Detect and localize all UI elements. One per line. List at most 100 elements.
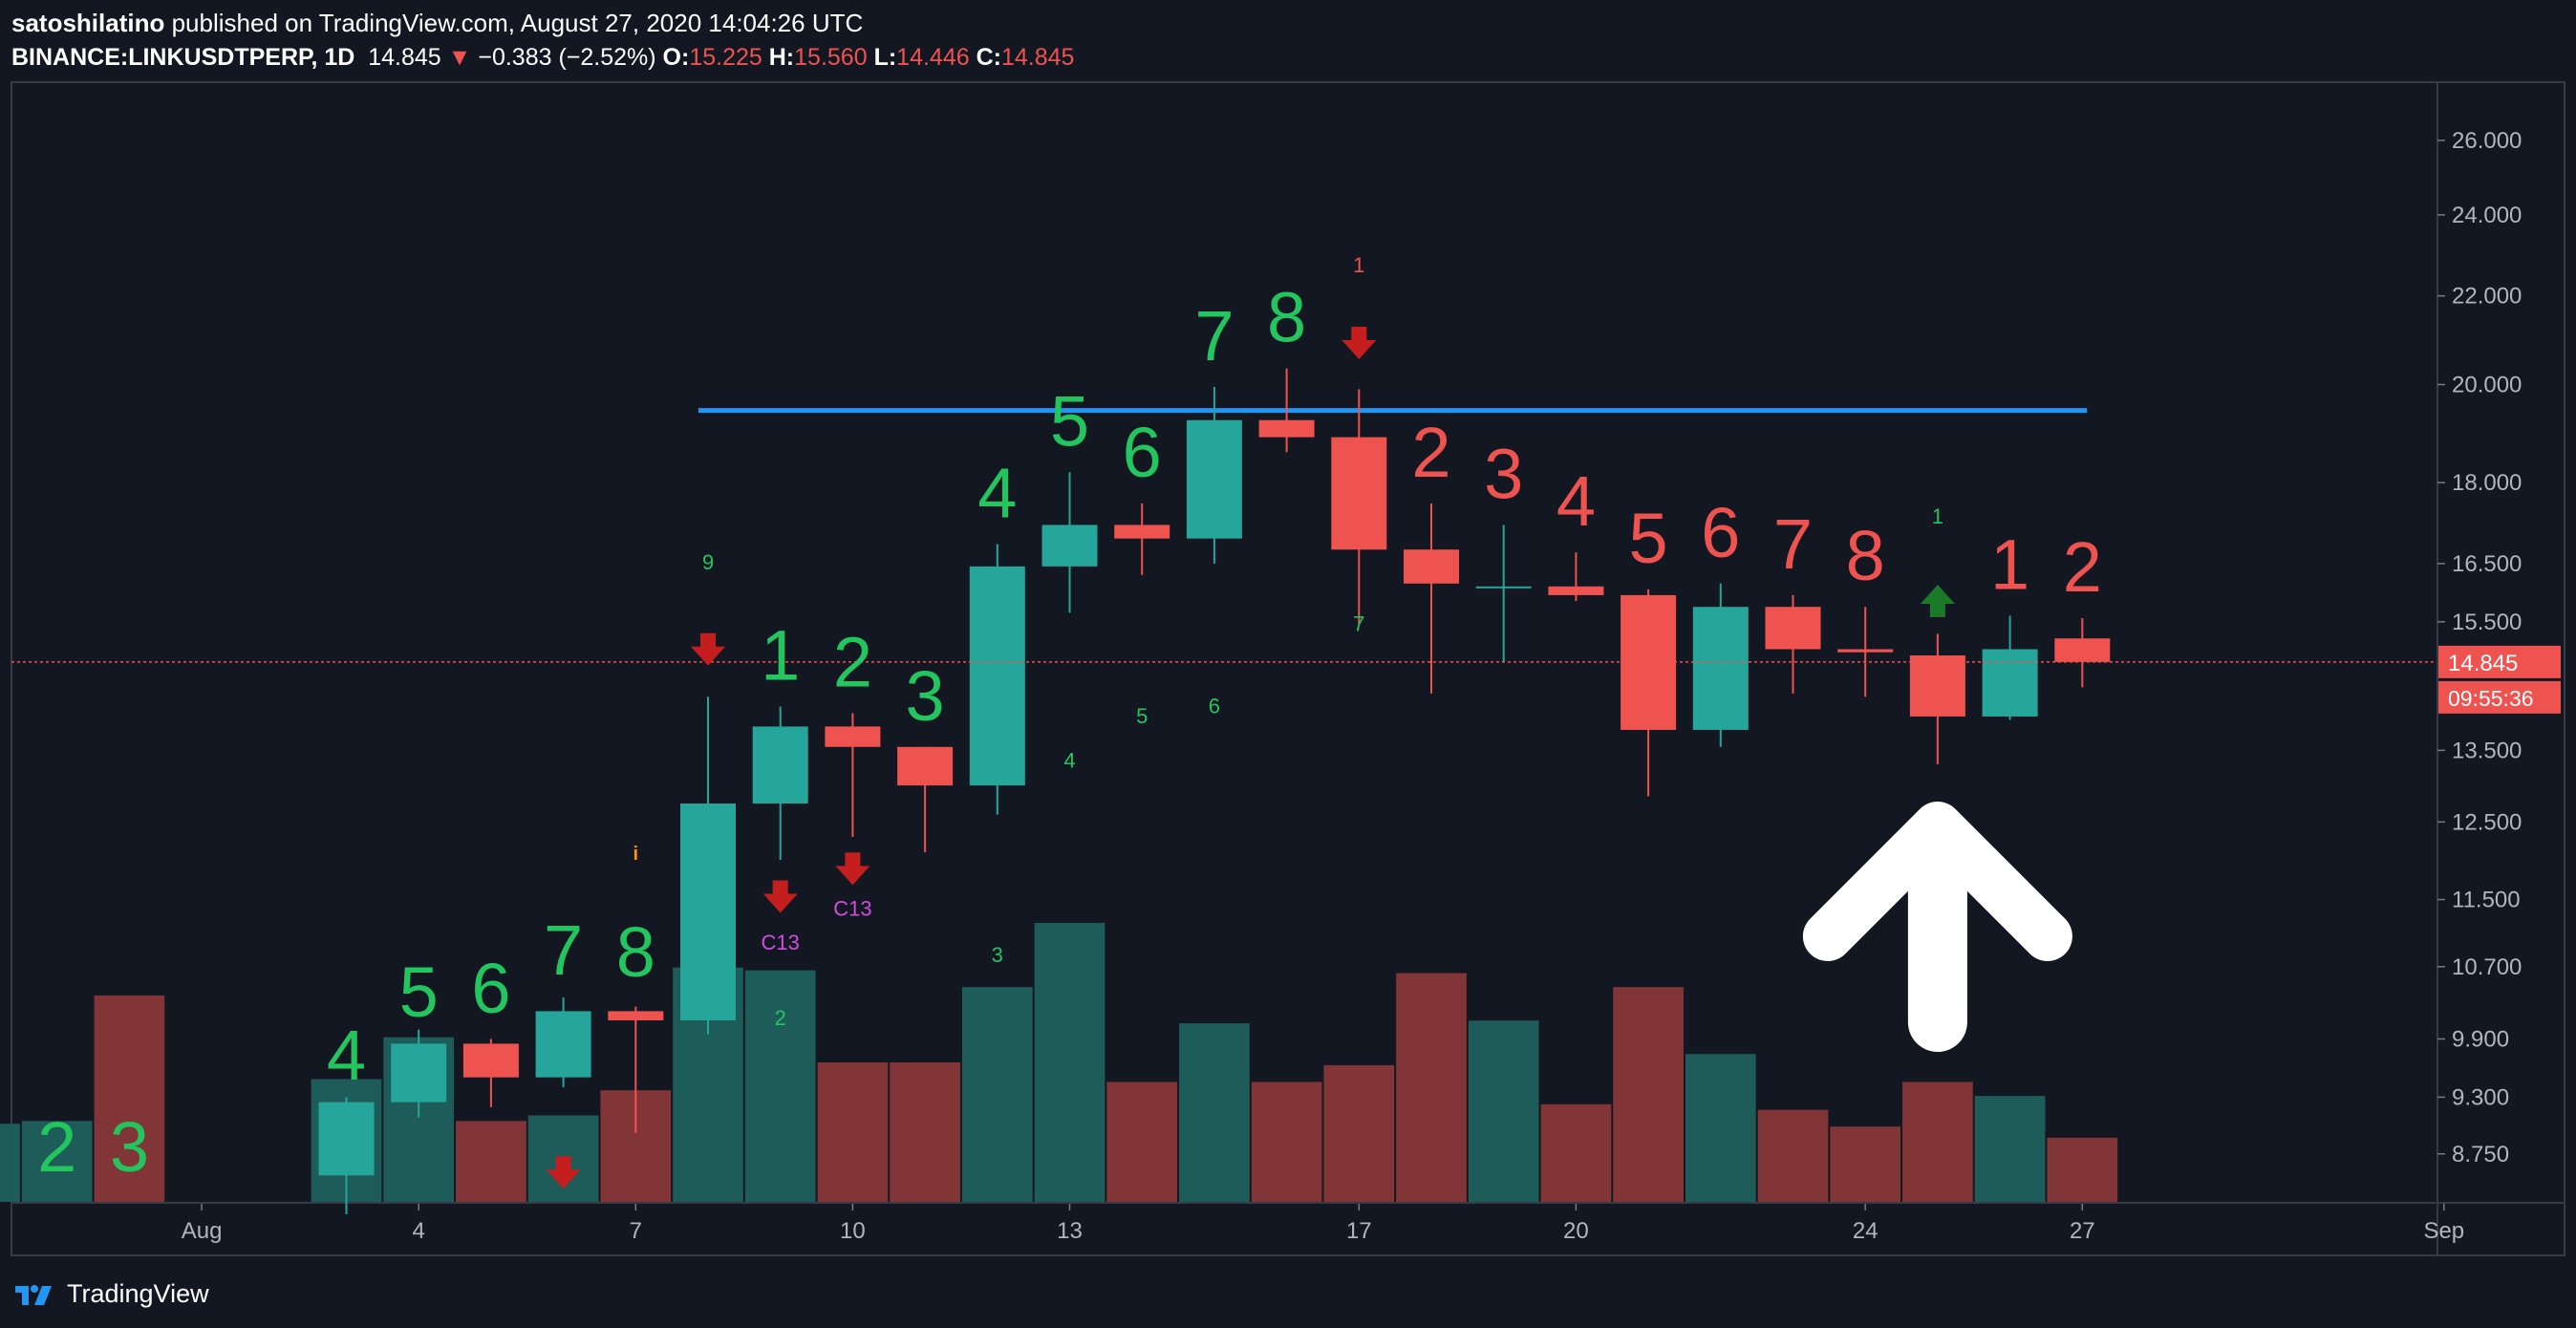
publish-line: satoshilatino published on TradingView.c… xyxy=(11,6,2496,40)
sell-signal-down-arrow-icon xyxy=(1342,326,1377,359)
td-count-label: 4 xyxy=(1556,461,1596,541)
td-count-label: 3 xyxy=(1484,434,1523,513)
last-price: 14.845 xyxy=(368,44,441,71)
candle-body xyxy=(1548,586,1604,595)
td-count-label: 4 xyxy=(977,453,1017,532)
td-count-label: 8 xyxy=(1267,278,1306,357)
candle-body xyxy=(1837,649,1894,653)
td-count-label: 3 xyxy=(110,1107,149,1187)
price-tick-label: 16.500 xyxy=(2452,551,2522,577)
candle-body xyxy=(1475,586,1532,589)
td-count-label: 5 xyxy=(1629,499,1668,578)
symbol-name[interactable]: BINANCE:LINKUSDTPERP, 1D xyxy=(11,44,355,71)
volume-bar xyxy=(1830,1126,1901,1202)
volume-bar xyxy=(1106,1082,1178,1202)
volume-bar xyxy=(1540,1103,1612,1202)
td-count-label: 1 xyxy=(1932,504,1943,528)
chart-frame xyxy=(11,81,2565,1256)
candle-body xyxy=(752,726,808,804)
candle-body xyxy=(1114,525,1170,539)
price-tick-label: 10.700 xyxy=(2452,954,2522,980)
setup-count-label: 2 xyxy=(775,1006,786,1030)
td-count-label: 1 xyxy=(1353,253,1364,277)
td-count-label: 7 xyxy=(1194,296,1234,375)
volume-bar xyxy=(456,1121,526,1202)
price-tick-label: 15.500 xyxy=(2452,610,2522,635)
time-tick-label: 13 xyxy=(1057,1218,1083,1244)
td-count-label: 2 xyxy=(37,1107,76,1187)
price-tick-label: 26.000 xyxy=(2452,128,2522,154)
volume-bar xyxy=(1251,1082,1322,1202)
high-label: H: xyxy=(768,44,795,71)
td-count-label: 1 xyxy=(761,616,800,696)
candle-body xyxy=(1331,437,1387,550)
time-axis[interactable]: Aug 4 7 10 13 17 20 24 27 Sep xyxy=(182,1204,2464,1244)
time-tick-label: Aug xyxy=(182,1218,223,1244)
setup-count-label: 4 xyxy=(1063,749,1075,773)
volume-bar xyxy=(1396,973,1467,1202)
chart-header: satoshilatino published on TradingView.c… xyxy=(11,6,2496,75)
td-count-label: 3 xyxy=(906,656,945,736)
volume-bar xyxy=(21,1121,93,1202)
setup-count-label: 7 xyxy=(1353,611,1364,635)
time-tick-label: 10 xyxy=(840,1218,866,1244)
candle-body xyxy=(1404,549,1459,584)
current-price-badge xyxy=(2438,645,2561,678)
info-mark: i xyxy=(633,844,639,865)
candle-body xyxy=(318,1102,375,1176)
td-count-label: 4 xyxy=(327,1016,366,1095)
high-value: 15.560 xyxy=(794,44,868,71)
volume-bar xyxy=(94,995,165,1202)
candle-body xyxy=(680,803,736,1021)
td-count-label: 9 xyxy=(702,550,714,574)
setup-count-label: 6 xyxy=(1209,694,1220,718)
volume-bar xyxy=(1613,987,1684,1202)
price-tick-label: 9.900 xyxy=(2452,1026,2509,1052)
author-name[interactable]: satoshilatino xyxy=(11,9,165,37)
volume-bar xyxy=(1757,1109,1829,1202)
price-tick-label: 9.300 xyxy=(2452,1084,2509,1110)
candle-body xyxy=(1692,607,1749,730)
candle-body xyxy=(391,1043,447,1103)
volume-bar xyxy=(817,1062,889,1202)
volume-bar xyxy=(1034,923,1106,1202)
buy-signal-up-arrow-icon xyxy=(1920,584,1955,617)
tradingview-brand[interactable]: TradingView xyxy=(67,1278,209,1308)
volume-bar xyxy=(1179,1023,1250,1202)
sell-signal-down-arrow-icon xyxy=(762,880,798,913)
td-count-label: 7 xyxy=(544,910,583,990)
change-down-icon: ▼ xyxy=(447,44,472,71)
volume-bar xyxy=(890,1062,960,1202)
price-tick-label: 13.500 xyxy=(2452,738,2522,763)
td-count-label: 2 xyxy=(2063,527,2102,607)
candle-body xyxy=(1186,419,1242,539)
time-tick-label: 20 xyxy=(1563,1218,1589,1244)
countdown-13-label: C13 xyxy=(762,931,800,954)
annotation-up-arrow-icon xyxy=(1802,802,2072,1052)
countdown-badge-label: 09:55:36 xyxy=(2448,686,2534,711)
volume-bar xyxy=(1468,1020,1539,1202)
price-axis[interactable]: 26.000 24.000 22.000 20.000 18.000 16.500 15.5… xyxy=(2437,128,2561,1167)
candle-body xyxy=(897,746,954,786)
setup-count-label: 3 xyxy=(992,943,1003,967)
indicator-overlays: 2345678912345678123456781122345671C13C13… xyxy=(37,253,2102,1189)
volume-bar xyxy=(2047,1137,2118,1202)
price-tick-label: 24.000 xyxy=(2452,203,2522,228)
volume-series xyxy=(0,923,2118,1202)
tradingview-logo-icon[interactable] xyxy=(13,1278,59,1309)
price-tick-label: 22.000 xyxy=(2452,284,2522,310)
td-count-label: 2 xyxy=(833,622,872,701)
time-tick-label: 24 xyxy=(1853,1218,1878,1244)
ohlc-legend: BINANCE:LINKUSDTPERP, 1D 14.845 ▼ −0.383… xyxy=(11,40,2496,75)
candle-body xyxy=(535,1011,591,1078)
footer: TradingView xyxy=(13,1274,209,1313)
sell-signal-down-arrow-icon xyxy=(835,852,870,886)
price-tick-label: 11.500 xyxy=(2452,888,2521,913)
countdown-13-label: C13 xyxy=(833,897,871,921)
volume-bar xyxy=(0,1124,20,1202)
volume-bar xyxy=(961,987,1033,1202)
volume-bar xyxy=(1902,1082,1973,1202)
td-count-label: 5 xyxy=(399,953,439,1032)
price-change: −0.383 (−2.52%) xyxy=(478,44,656,71)
